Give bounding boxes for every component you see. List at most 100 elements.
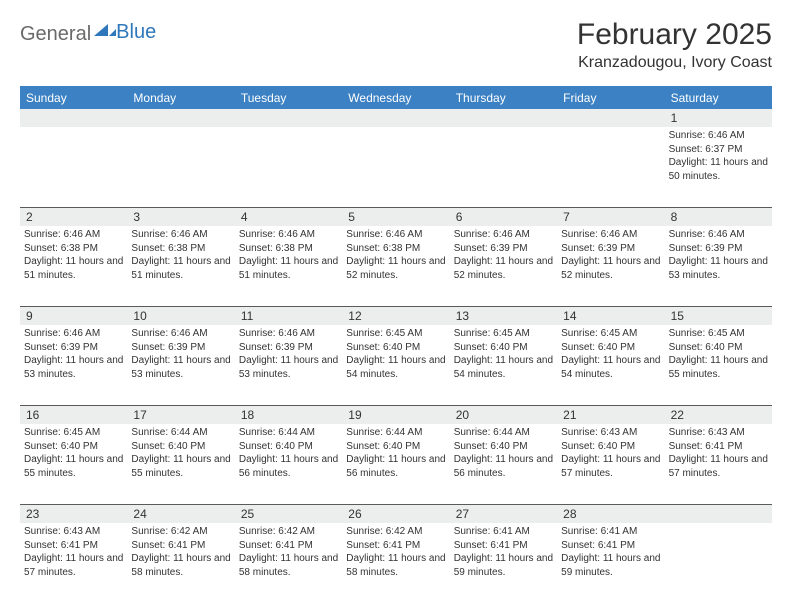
sunset-text: Sunset: 6:39 PM [24, 341, 123, 355]
day-number: 18 [235, 406, 342, 424]
weekday-header: Sunday [20, 87, 127, 109]
sunset-text: Sunset: 6:41 PM [131, 539, 230, 553]
weekday-header: Friday [557, 87, 664, 109]
daylight-text: Daylight: 11 hours and 56 minutes. [346, 453, 445, 480]
day-number: 19 [342, 406, 449, 424]
weekday-header: Thursday [450, 87, 557, 109]
sunrise-text: Sunrise: 6:41 AM [561, 525, 660, 539]
calendar-page: General Blue February 2025 Kranzadougou,… [0, 0, 792, 613]
day-number: 27 [450, 505, 557, 523]
sunrise-text: Sunrise: 6:46 AM [561, 228, 660, 242]
sunset-text: Sunset: 6:38 PM [131, 242, 230, 256]
day-cell: Sunrise: 6:46 AMSunset: 6:39 PMDaylight:… [127, 325, 234, 405]
sunset-text: Sunset: 6:41 PM [239, 539, 338, 553]
day-number: 25 [235, 505, 342, 523]
day-cell: Sunrise: 6:46 AMSunset: 6:38 PMDaylight:… [127, 226, 234, 306]
day-number: 4 [235, 208, 342, 226]
sunset-text: Sunset: 6:38 PM [346, 242, 445, 256]
sunset-text: Sunset: 6:38 PM [24, 242, 123, 256]
calendar-grid: Sunday Monday Tuesday Wednesday Thursday… [20, 86, 772, 603]
day-number-strip: 1 [20, 109, 772, 127]
weekday-header: Monday [127, 87, 234, 109]
day-number [557, 109, 664, 127]
day-number: 16 [20, 406, 127, 424]
sunrise-text: Sunrise: 6:46 AM [131, 228, 230, 242]
sunrise-text: Sunrise: 6:44 AM [239, 426, 338, 440]
daylight-text: Daylight: 11 hours and 53 minutes. [131, 354, 230, 381]
day-cell [20, 127, 127, 207]
week-row: Sunrise: 6:46 AMSunset: 6:39 PMDaylight:… [20, 325, 772, 405]
sunset-text: Sunset: 6:40 PM [239, 440, 338, 454]
daylight-text: Daylight: 11 hours and 51 minutes. [239, 255, 338, 282]
sunset-text: Sunset: 6:41 PM [454, 539, 553, 553]
sunrise-text: Sunrise: 6:45 AM [669, 327, 768, 341]
sunrise-text: Sunrise: 6:46 AM [454, 228, 553, 242]
sunset-text: Sunset: 6:38 PM [239, 242, 338, 256]
sunrise-text: Sunrise: 6:46 AM [239, 228, 338, 242]
daylight-text: Daylight: 11 hours and 56 minutes. [239, 453, 338, 480]
sunrise-text: Sunrise: 6:43 AM [669, 426, 768, 440]
day-number [20, 109, 127, 127]
day-number-strip: 16 17 18 19 20 21 22 [20, 406, 772, 424]
daylight-text: Daylight: 11 hours and 52 minutes. [454, 255, 553, 282]
sunrise-text: Sunrise: 6:46 AM [669, 228, 768, 242]
location-label: Kranzadougou, Ivory Coast [577, 54, 772, 72]
sunset-text: Sunset: 6:39 PM [454, 242, 553, 256]
week-row: Sunrise: 6:43 AMSunset: 6:41 PMDaylight:… [20, 523, 772, 603]
sunset-text: Sunset: 6:40 PM [669, 341, 768, 355]
day-number-strip: 2 3 4 5 6 7 8 [20, 208, 772, 226]
day-cell: Sunrise: 6:46 AMSunset: 6:38 PMDaylight:… [342, 226, 449, 306]
day-cell: Sunrise: 6:45 AMSunset: 6:40 PMDaylight:… [665, 325, 772, 405]
day-cell: Sunrise: 6:46 AMSunset: 6:39 PMDaylight:… [557, 226, 664, 306]
logo-text-general: General [20, 23, 91, 46]
sunset-text: Sunset: 6:39 PM [669, 242, 768, 256]
day-cell: Sunrise: 6:41 AMSunset: 6:41 PMDaylight:… [450, 523, 557, 603]
sunset-text: Sunset: 6:39 PM [239, 341, 338, 355]
week-row: Sunrise: 6:46 AM Sunset: 6:37 PM Dayligh… [20, 127, 772, 207]
day-number: 7 [557, 208, 664, 226]
daylight-text: Daylight: 11 hours and 54 minutes. [561, 354, 660, 381]
day-number: 13 [450, 307, 557, 325]
day-cell: Sunrise: 6:45 AMSunset: 6:40 PMDaylight:… [20, 424, 127, 504]
day-cell: Sunrise: 6:42 AMSunset: 6:41 PMDaylight:… [127, 523, 234, 603]
day-number: 23 [20, 505, 127, 523]
day-number: 14 [557, 307, 664, 325]
logo: General Blue [20, 18, 156, 46]
daylight-text: Daylight: 11 hours and 58 minutes. [346, 552, 445, 579]
sunrise-text: Sunrise: 6:45 AM [454, 327, 553, 341]
sunrise-text: Sunrise: 6:45 AM [24, 426, 123, 440]
day-number: 17 [127, 406, 234, 424]
sunrise-text: Sunrise: 6:43 AM [561, 426, 660, 440]
day-number: 10 [127, 307, 234, 325]
sunset-text: Sunset: 6:41 PM [24, 539, 123, 553]
sunrise-text: Sunrise: 6:42 AM [131, 525, 230, 539]
sunset-text: Sunset: 6:40 PM [24, 440, 123, 454]
sunset-text: Sunset: 6:40 PM [454, 341, 553, 355]
daylight-text: Daylight: 11 hours and 51 minutes. [131, 255, 230, 282]
daylight-text: Daylight: 11 hours and 58 minutes. [239, 552, 338, 579]
sunset-text: Sunset: 6:37 PM [669, 143, 768, 157]
weekday-header-row: Sunday Monday Tuesday Wednesday Thursday… [20, 86, 772, 109]
sunset-text: Sunset: 6:40 PM [346, 440, 445, 454]
sunrise-text: Sunrise: 6:46 AM [131, 327, 230, 341]
daylight-text: Daylight: 11 hours and 59 minutes. [454, 552, 553, 579]
day-cell [127, 127, 234, 207]
weekday-header: Wednesday [342, 87, 449, 109]
day-number: 22 [665, 406, 772, 424]
sunset-text: Sunset: 6:40 PM [454, 440, 553, 454]
day-number: 20 [450, 406, 557, 424]
daylight-text: Daylight: 11 hours and 52 minutes. [561, 255, 660, 282]
day-cell: Sunrise: 6:46 AMSunset: 6:39 PMDaylight:… [450, 226, 557, 306]
day-number: 5 [342, 208, 449, 226]
daylight-text: Daylight: 11 hours and 53 minutes. [24, 354, 123, 381]
day-number: 8 [665, 208, 772, 226]
title-block: February 2025 Kranzadougou, Ivory Coast [577, 18, 772, 72]
day-cell: Sunrise: 6:44 AMSunset: 6:40 PMDaylight:… [127, 424, 234, 504]
day-cell: Sunrise: 6:43 AMSunset: 6:41 PMDaylight:… [20, 523, 127, 603]
day-number: 28 [557, 505, 664, 523]
weekday-header: Tuesday [235, 87, 342, 109]
daylight-text: Daylight: 11 hours and 55 minutes. [24, 453, 123, 480]
sunset-text: Sunset: 6:41 PM [346, 539, 445, 553]
daylight-text: Daylight: 11 hours and 57 minutes. [669, 453, 768, 480]
weekday-header: Saturday [665, 87, 772, 109]
